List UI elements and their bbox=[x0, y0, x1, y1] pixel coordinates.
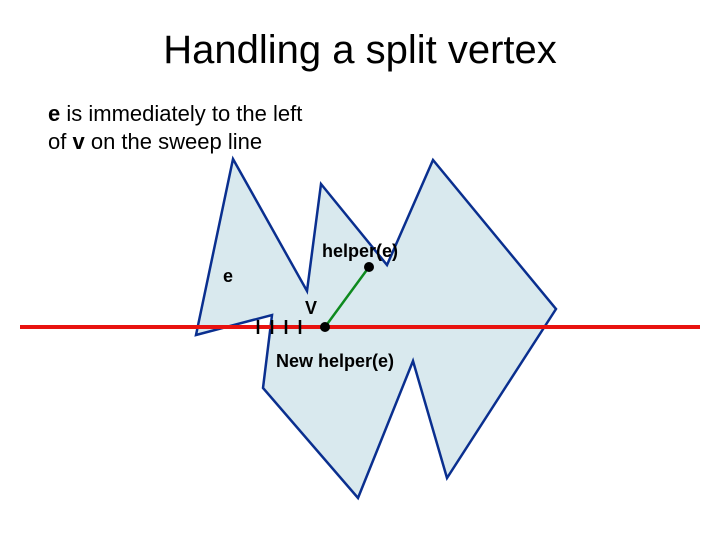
label-new-helper: New helper(e) bbox=[276, 351, 394, 372]
label-e: e bbox=[223, 266, 233, 287]
v-point bbox=[320, 322, 330, 332]
helper-point bbox=[364, 262, 374, 272]
label-helper-e: helper(e) bbox=[322, 241, 398, 262]
diagram: helper(e) e V New helper(e) bbox=[0, 0, 720, 540]
label-v: V bbox=[305, 298, 317, 319]
diagram-svg bbox=[0, 0, 720, 540]
